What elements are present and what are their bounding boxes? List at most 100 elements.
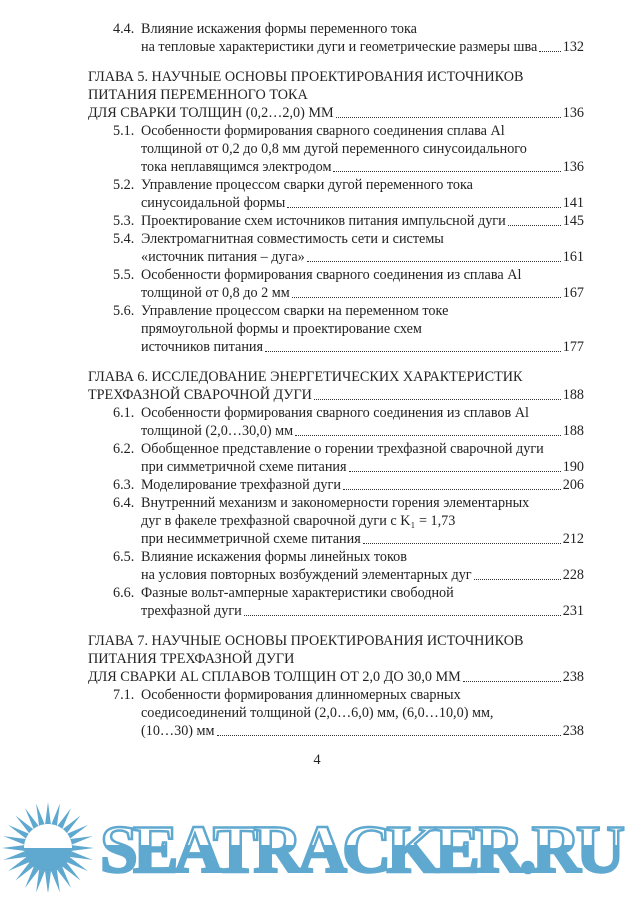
toc-entry[interactable]: 5.4. Электромагнитная совместимость сети … [88,230,584,266]
toc-line: соедисоединений толщиной (2,0…6,0) мм, (… [88,704,584,722]
dot-leader [243,602,561,620]
sun-ray [8,857,29,871]
toc-title: ПИТАНИЯ ТРЕХФАЗНОЙ ДУГИ [88,651,295,667]
toc-line: ПИТАНИЯ ПЕРЕМЕННОГО ТОКА [88,86,584,104]
toc-title: на тепловые характеристики дуги и геомет… [141,39,538,55]
toc-line: 6.6. Фазные вольт-амперные характеристики… [88,584,584,602]
page-number: 4 [313,752,321,768]
toc-page: 238 [562,669,584,685]
toc-title: прямоугольной формы и проектирование схе… [141,321,422,337]
watermark-text: SEATRACKER.RU [100,811,625,887]
toc-page: 141 [562,195,584,211]
dot-leader [539,38,561,56]
toc-title: Особенности формирования сварного соедин… [141,405,529,421]
toc-number: 5.5. [113,267,135,283]
toc-line: источников питания 177 [88,338,584,356]
sun-ray [25,808,39,829]
dot-leader [507,212,561,230]
toc-page: 188 [562,387,584,403]
toc-line: 5.6. Управление процессом сварки на перем… [88,302,584,320]
toc-number: 6.6. [113,585,135,601]
toc-chapter[interactable]: ГЛАВА 5. НАУЧНЫЕ ОСНОВЫ ПРОЕКТИРОВАНИЯ И… [88,68,584,122]
toc-entry[interactable]: 6.2. Обобщенное представление о горении т… [88,440,584,476]
toc-entry[interactable]: 6.4. Внутренний механизм и закономерности… [88,494,584,548]
toc-line: тока неплавящимся электродом 136 [88,158,584,176]
toc-entry[interactable]: 6.1. Особенности формирования сварного со… [88,404,584,440]
toc-title: трехфазной дуги [141,603,242,619]
toc-title: синусоидальной формы [141,195,286,211]
toc-entry[interactable]: 6.5. Влияние искажения формы линейных ток… [88,548,584,584]
toc-line: толщиной от 0,2 до 0,8 мм дугой переменн… [88,140,584,158]
sun-ray [67,825,88,839]
toc-number: 6.4. [113,495,135,511]
toc-number: 5.1. [113,123,135,139]
toc-entry[interactable]: 7.1. Особенности формирования длинномерны… [88,686,584,740]
toc-number: 5.2. [113,177,135,193]
toc-line: «источник питания – дуга» 161 [88,248,584,266]
toc-line: при симметричной схеме питания 190 [88,458,584,476]
toc-entry[interactable]: 6.3. Моделирование трехфазной дуги 206 [88,476,584,494]
toc-line: ГЛАВА 7. НАУЧНЫЕ ОСНОВЫ ПРОЕКТИРОВАНИЯ И… [88,632,584,650]
toc-page: 238 [562,723,584,739]
toc-title: толщиной от 0,2 до 0,8 мм дугой переменн… [141,141,527,157]
sun-ray [15,862,34,881]
toc-title: на условия повторных возбуждений элемент… [141,567,472,583]
dot-leader [313,386,561,404]
toc-entry[interactable]: 5.3. Проектирование схем источников питан… [88,212,584,230]
dot-leader [462,668,561,686]
toc-entry[interactable]: 5.6. Управление процессом сварки на перем… [88,302,584,356]
toc-line: ТРЕХФАЗНОЙ СВАРОЧНОЙ ДУГИ 188 [88,386,584,404]
toc-title: Моделирование трехфазной дуги [141,477,341,493]
toc-chapter[interactable]: ГЛАВА 7. НАУЧНЫЕ ОСНОВЫ ПРОЕКТИРОВАНИЯ И… [88,632,584,686]
toc-page: 145 [562,213,584,229]
toc-title: Электромагнитная совместимость сети и си… [141,231,444,247]
toc-title: ГЛАВА 5. НАУЧНЫЕ ОСНОВЫ ПРОЕКТИРОВАНИЯ И… [88,69,524,85]
sun-ray [45,802,51,825]
dot-leader [342,476,561,494]
toc-number: 5.3. [113,213,135,229]
toc-title: при несимметричной схеме питания [141,531,361,547]
toc-line: 6.3. Моделирование трехфазной дуги 206 [88,476,584,494]
sun-ray [3,851,26,860]
toc-number: 6.5. [113,549,135,565]
toc-title: Обобщенное представление о горении трехф… [141,441,544,457]
toc-line: толщиной от 0,8 до 2 мм 167 [88,284,584,302]
dot-leader [295,422,561,440]
toc-entry[interactable]: 5.5. Особенности формирования сварного со… [88,266,584,302]
toc-title: ДЛЯ СВАРКИ AL СПЛАВОВ ТОЛЩИН ОТ 2,0 ДО 3… [88,669,461,685]
toc-chapter[interactable]: ГЛАВА 6. ИССЛЕДОВАНИЕ ЭНЕРГЕТИЧЕСКИХ ХАР… [88,368,584,404]
toc-title: дуг в факеле трехфазной сварочной дуги с… [141,513,456,529]
dot-leader [216,722,561,740]
sun-ray [57,867,71,888]
watermark-logo: SEATRACKER.RU [2,802,626,892]
dot-leader [335,104,561,122]
toc-title: (10…30) мм [141,723,215,739]
toc-title: источников питания [141,339,264,355]
toc-entry[interactable]: 5.2. Управление процессом сварки дугой пе… [88,176,584,212]
toc-line: при несимметричной схеме питания 212 [88,530,584,548]
toc-line: 5.1. Особенности формирования сварного со… [88,122,584,140]
sun-ray [71,845,94,851]
toc-line: синусоидальной формы 141 [88,194,584,212]
toc-title: Влияние искажения формы линейных токов [141,549,407,565]
sun-ray [36,870,45,892]
dot-leader [265,338,561,356]
toc-line: 6.2. Обобщенное представление о горении т… [88,440,584,458]
toc-line: 6.4. Внутренний механизм и закономерности… [88,494,584,512]
toc-page: 132 [562,39,584,55]
toc-line: ГЛАВА 5. НАУЧНЫЕ ОСНОВЫ ПРОЕКТИРОВАНИЯ И… [88,68,584,86]
toc-title: «источник питания – дуга» [141,249,305,265]
dot-leader [348,458,561,476]
sun-ray [57,808,71,829]
toc-page: 177 [562,339,584,355]
toc-title: толщиной (2,0…30,0) мм [141,423,294,439]
table-of-contents: 4.4. Влияние искажения формы переменного … [88,20,584,740]
toc-entry[interactable]: 6.6. Фазные вольт-амперные характеристики… [88,584,584,620]
toc-entry[interactable]: 4.4. Влияние искажения формы переменного … [88,20,584,56]
toc-title: Особенности формирования сварного соедин… [141,267,522,283]
dot-leader [473,566,561,584]
sun-ray [3,836,26,845]
toc-entry[interactable]: 5.1. Особенности формирования сварного со… [88,122,584,176]
sun-ray [70,836,93,845]
toc-title: ПИТАНИЯ ПЕРЕМЕННОГО ТОКА [88,87,308,103]
